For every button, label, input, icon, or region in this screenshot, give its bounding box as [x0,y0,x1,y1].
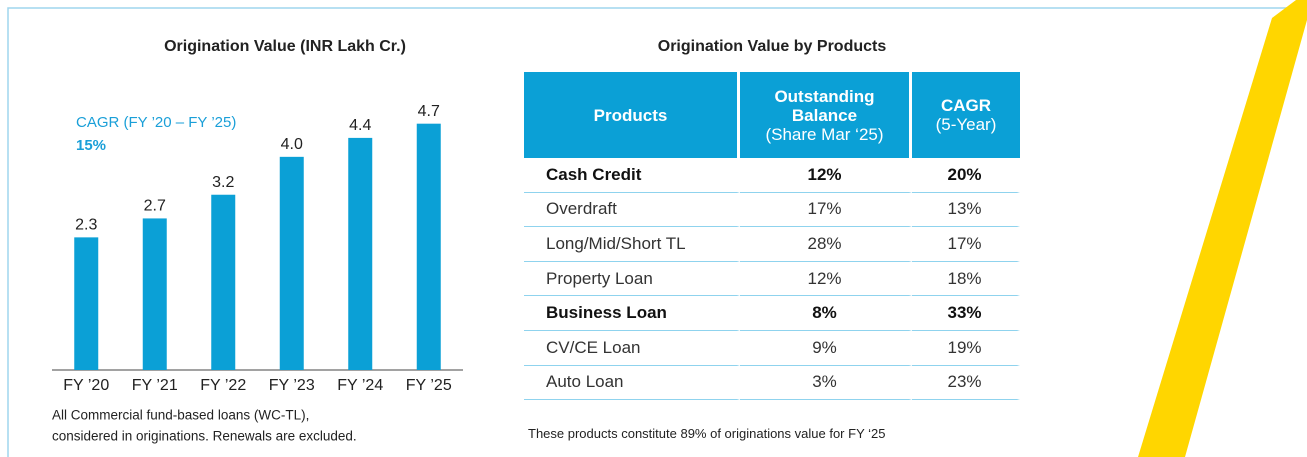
header-label: Outstanding Balance [774,86,875,125]
table-footnote: These products constitute 89% of origina… [528,426,886,441]
table-cell: 12% [740,261,912,297]
table-cell: 12% [740,158,912,193]
table-cell: 19% [912,330,1020,366]
table-title: Origination Value by Products [657,38,887,55]
frame [7,7,1290,457]
chart-title: Origination Value (INR Lakh Cr.) [164,38,406,55]
table-cell: 3% [740,365,912,401]
x-tick-label: FY ’25 [406,377,452,394]
footnote: All Commercial fund-based loans (WC-TL), [52,408,309,423]
table-cell: 9% [740,330,912,366]
x-tick-label: FY ’22 [200,377,246,394]
table-cell: 23% [912,365,1020,401]
table-cell: 17% [740,192,912,228]
table-cell: Long/Mid/Short TL [524,227,740,262]
bar [74,237,99,370]
table-cell: 18% [912,261,1020,297]
footnote: considered in originations. Renewals are… [52,429,357,444]
x-tick-label: FY ’21 [132,377,178,394]
table-cell: CV/CE Loan [524,330,740,366]
bar [211,194,236,370]
value-label: 4.7 [418,103,440,120]
table-cell: 20% [912,158,1020,193]
bar [416,123,441,371]
table-cell: 13% [912,192,1020,228]
x-tick-label: FY ’24 [337,377,383,394]
header-cell: CAGR (5-Year) [912,72,1020,158]
table-cell: 33% [912,296,1020,331]
bar [348,137,373,370]
annotation-value: 15% [76,137,106,154]
header-cell: Products [524,72,740,158]
value-label: 2.7 [144,198,166,215]
annotation: CAGR (FY ’20 – FY ’25) [76,114,236,131]
stripe [1138,0,1307,457]
header-label: CAGR [940,96,992,115]
table: Products Outstanding Balance (Share Mar ‘2… [524,72,1020,401]
value-label: 4.4 [349,117,371,134]
table-cell: Property Loan [524,261,740,297]
header-note: (5-Year) [935,115,997,134]
x-tick-label: FY ’23 [269,377,315,394]
bar [142,218,167,370]
value-label: 2.3 [75,217,97,234]
header-note: (Share Mar ‘25) [765,124,884,144]
header-cell: Outstanding Balance (Share Mar ‘25) [740,72,912,158]
table-cell: Business Loan [524,296,740,331]
header-label: Products [593,105,668,125]
table-cell: Auto Loan [524,365,740,401]
table-cell: Overdraft [524,192,740,228]
value-label: 3.2 [212,174,234,191]
table-cell: Cash Credit [524,158,740,193]
table-cell: 17% [912,227,1020,262]
table-cell: 8% [740,296,912,331]
value-label: 4.0 [281,136,303,153]
table-cell: 28% [740,227,912,262]
x-tick-label: FY ’20 [63,377,109,394]
bar [279,156,304,370]
